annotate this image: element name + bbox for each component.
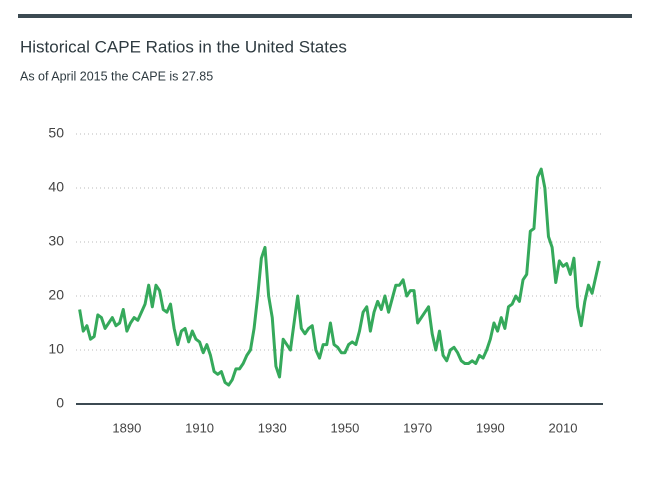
y-tick-label: 20 [48,287,64,303]
chart-subtitle: As of April 2015 the CAPE is 27.85 [20,69,213,83]
x-tick-label: 1910 [185,420,214,435]
y-tick-label: 10 [48,341,64,357]
x-tick-label: 1890 [112,420,141,435]
x-tick-label: 1930 [258,420,287,435]
y-tick-label: 30 [48,233,64,249]
x-tick-label: 1970 [403,420,432,435]
chart-title: Historical CAPE Ratios in the United Sta… [20,37,347,56]
y-tick-label: 50 [48,125,64,141]
top-bar [18,14,632,18]
x-tick-label: 2010 [549,420,578,435]
x-tick-label: 1990 [476,420,505,435]
y-tick-label: 40 [48,179,64,195]
y-tick-label: 0 [56,395,64,411]
data-line [78,167,601,387]
x-tick-label: 1950 [330,420,359,435]
